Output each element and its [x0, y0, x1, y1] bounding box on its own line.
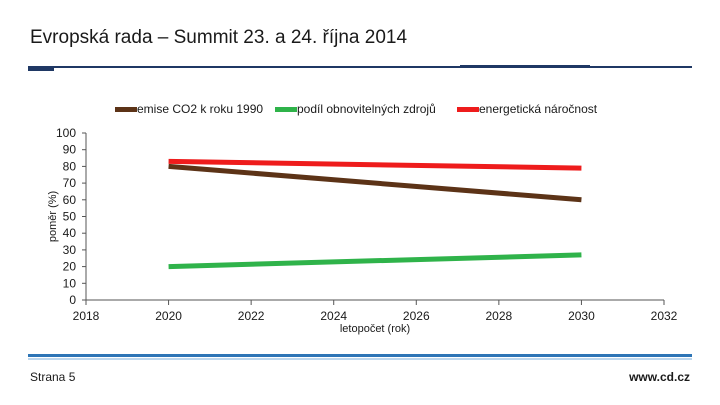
x-tick-label: 2026 — [403, 309, 430, 323]
y-tick-label: 60 — [63, 193, 77, 207]
y-tick-label: 100 — [56, 126, 76, 140]
x-tick-label: 2018 — [73, 309, 100, 323]
footer-band — [28, 354, 692, 357]
y-tick-label: 20 — [63, 260, 77, 274]
website-link[interactable]: www.cd.cz — [629, 370, 690, 384]
legend-swatch-narocnost — [457, 106, 479, 112]
series-line-narocnost — [168, 158, 582, 171]
legend-swatch-obnovitelne — [275, 106, 297, 112]
legend-label-narocnost: energetická náročnost — [479, 102, 598, 116]
y-tick-label: 50 — [63, 210, 77, 224]
legend-item-obnovitelne: podíl obnovitelných zdrojů — [275, 102, 436, 116]
y-tick-label: 80 — [63, 159, 77, 173]
y-tick-label: 30 — [63, 243, 77, 257]
legend-item-narocnost: energetická náročnost — [457, 102, 597, 116]
y-tick-label: 90 — [63, 143, 77, 157]
page-number: Strana 5 — [30, 370, 76, 384]
y-tick-label: 0 — [69, 293, 76, 307]
x-tick-label: 2028 — [486, 309, 513, 323]
slide-title: Evropská rada – Summit 23. a 24. října 2… — [30, 27, 408, 48]
x-tick-label: 2030 — [568, 309, 595, 323]
title-divider-accent-right — [460, 65, 590, 67]
title-divider — [28, 66, 692, 68]
legend-item-emise: emise CO2 k roku 1990 — [115, 102, 263, 116]
y-tick-label: 40 — [63, 226, 77, 240]
y-tick-label: 70 — [63, 176, 77, 190]
title-divider-accent — [28, 68, 54, 71]
x-tick-label: 2032 — [651, 309, 678, 323]
x-tick-label: 2020 — [155, 309, 182, 323]
legend-swatch-emise — [115, 106, 137, 112]
x-tick-label: 2022 — [238, 309, 265, 323]
legend-label-emise: emise CO2 k roku 1990 — [137, 102, 264, 116]
series-line-emise — [168, 163, 582, 203]
legend-label-obnovitelne: podíl obnovitelných zdrojů — [297, 102, 436, 116]
y-axis-label: poměr (%) — [47, 191, 59, 242]
x-axis-label: letopočet (rok) — [340, 323, 410, 335]
series-line-obnovitelne — [168, 252, 582, 270]
y-tick-label: 10 — [63, 276, 77, 290]
footer-band-light — [28, 358, 692, 360]
x-tick-label: 2024 — [320, 309, 347, 323]
